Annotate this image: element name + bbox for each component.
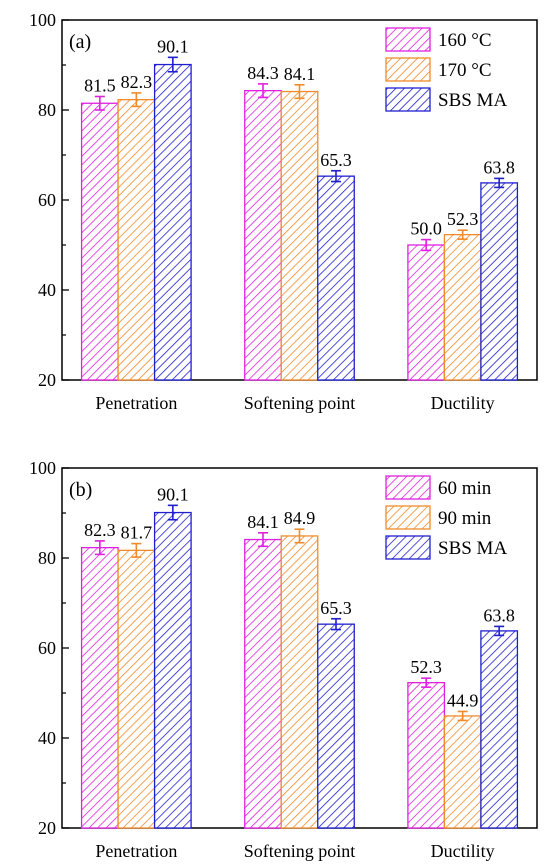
- chart-panel-b: 20 40 60 80 100 Penetration Softening point Duc…: [29, 458, 538, 861]
- legend-swatch: [385, 27, 431, 52]
- bar: [443, 233, 482, 381]
- bar: [153, 511, 192, 829]
- data-label: 90.1: [157, 36, 189, 56]
- bar: [407, 682, 446, 829]
- data-label: 63.8: [483, 157, 515, 177]
- x-category-label: Penetration: [95, 393, 177, 413]
- legend-label: 90 min: [438, 508, 492, 529]
- bar: [80, 547, 119, 829]
- x-category-label: Softening point: [244, 393, 356, 413]
- y-tick-label: 20: [38, 370, 56, 390]
- legend-swatch: [385, 57, 431, 82]
- bar: [117, 99, 156, 381]
- data-label: 84.1: [284, 64, 316, 84]
- x-category-label: Ductility: [431, 393, 495, 413]
- legend-swatch: [385, 505, 431, 530]
- y-tick-label: 100: [29, 458, 56, 478]
- data-label: 84.1: [247, 512, 279, 532]
- data-label: 81.7: [121, 523, 153, 543]
- legend-label: 60 min: [438, 478, 492, 499]
- data-label: 84.9: [284, 508, 316, 528]
- data-label: 82.3: [121, 72, 153, 92]
- chart-panel-a: 20 40 60 80 100 Penetration Softening point Duc…: [29, 10, 538, 413]
- bar: [280, 535, 319, 829]
- bar: [244, 538, 282, 829]
- legend-swatch: [385, 87, 431, 112]
- bar: [317, 623, 355, 829]
- y-tick-label: 40: [38, 280, 56, 300]
- legend-label: SBS MA: [438, 90, 507, 111]
- x-category-label: Ductility: [431, 841, 495, 861]
- y-tick-label: 20: [38, 818, 56, 838]
- x-category-label: Softening point: [244, 841, 356, 861]
- bar: [480, 630, 519, 829]
- bar: [407, 244, 446, 381]
- x-category-label: Penetration: [95, 841, 177, 861]
- bar: [80, 102, 119, 381]
- bar: [244, 90, 282, 381]
- data-label: 90.1: [157, 484, 189, 504]
- legend-label: 170 °C: [438, 60, 492, 81]
- y-tick-label: 60: [38, 190, 56, 210]
- bar: [153, 63, 192, 381]
- data-label: 50.0: [410, 219, 442, 239]
- data-label: 81.5: [84, 76, 116, 96]
- data-label: 44.9: [447, 690, 479, 710]
- legend-label: 160 °C: [438, 30, 492, 51]
- bar: [443, 715, 482, 829]
- bar: [280, 90, 319, 381]
- data-label: 84.3: [247, 63, 279, 83]
- legend-swatch: [385, 535, 431, 560]
- data-label: 63.8: [483, 605, 515, 625]
- data-label: 52.3: [410, 657, 442, 677]
- legend-swatch: [385, 475, 431, 500]
- data-label: 82.3: [84, 520, 116, 540]
- bar: [317, 175, 355, 381]
- panel-label: (a): [69, 31, 91, 53]
- y-tick-label: 60: [38, 638, 56, 658]
- data-label: 65.3: [320, 598, 352, 618]
- y-tick-label: 40: [38, 728, 56, 748]
- data-label: 65.3: [320, 150, 352, 170]
- y-tick-label: 80: [38, 100, 56, 120]
- bar: [480, 182, 519, 381]
- y-tick-label: 100: [29, 10, 56, 30]
- y-tick-label: 80: [38, 548, 56, 568]
- legend-label: SBS MA: [438, 538, 507, 559]
- bar: [117, 549, 156, 829]
- panel-label: (b): [69, 479, 92, 501]
- data-label: 52.3: [447, 209, 479, 229]
